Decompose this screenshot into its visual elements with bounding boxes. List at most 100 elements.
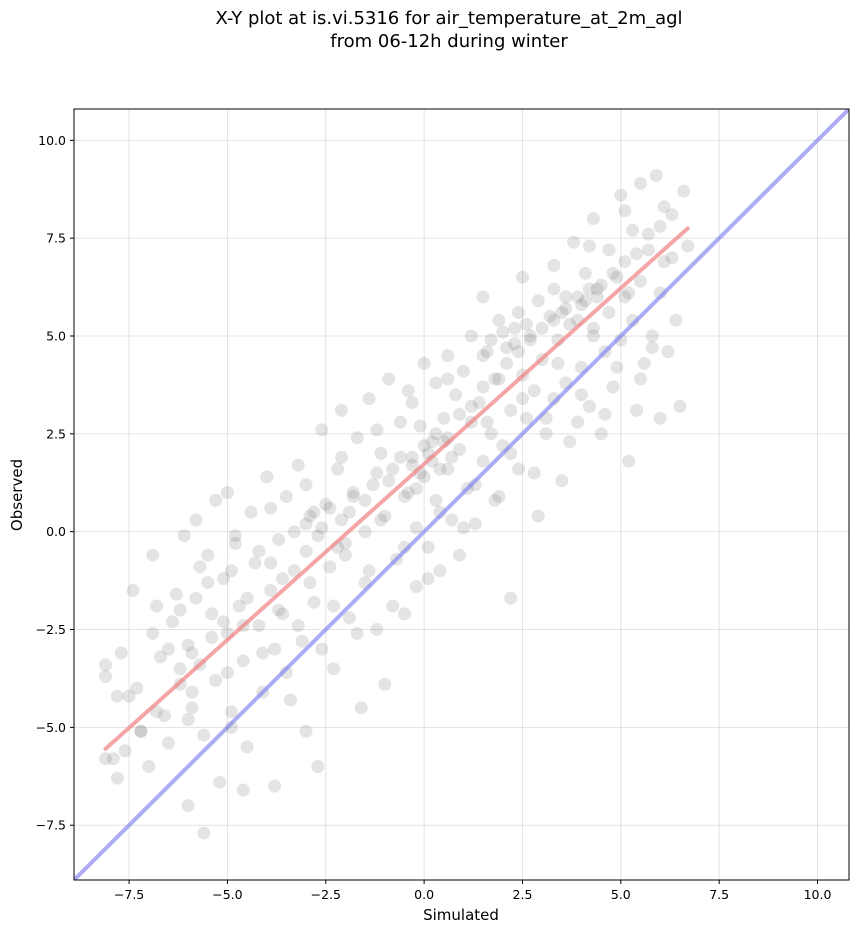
data-point: [610, 360, 624, 374]
data-point: [582, 399, 596, 413]
data-point: [134, 724, 148, 738]
data-point: [240, 591, 254, 605]
data-point: [378, 509, 392, 523]
data-point: [358, 525, 372, 539]
data-point: [445, 513, 459, 527]
reference-lines: [74, 109, 849, 880]
data-point: [228, 529, 242, 543]
data-point: [634, 274, 647, 288]
data-point: [331, 462, 345, 476]
data-point: [575, 298, 588, 312]
data-point: [464, 329, 478, 343]
data-point: [409, 482, 423, 496]
data-point: [614, 188, 628, 202]
x-tick-label: 0.0: [414, 887, 434, 902]
data-point: [99, 752, 112, 766]
data-point: [405, 396, 419, 409]
data-point: [512, 462, 525, 476]
data-point: [602, 306, 616, 319]
x-axis-label: Simulated: [423, 906, 499, 924]
data-point: [492, 313, 506, 327]
data-point: [582, 239, 596, 253]
data-point: [99, 670, 112, 683]
axis-ticks: −7.5 −5.0 −2.5 0.0 2.5 5.0 7.5 10.0 −7.5 −5.0 −2.5…: [36, 133, 832, 902]
data-point: [630, 403, 644, 417]
data-point: [217, 572, 230, 586]
data-point: [586, 329, 600, 343]
data-point: [480, 345, 494, 359]
data-point: [602, 243, 616, 257]
data-point: [299, 517, 313, 531]
data-point: [248, 556, 262, 570]
data-point: [335, 403, 348, 417]
data-point: [205, 630, 219, 644]
data-point: [228, 536, 242, 550]
data-point: [287, 525, 301, 539]
data-point: [488, 493, 502, 507]
data-point: [201, 576, 215, 590]
data-point: [453, 407, 466, 421]
data-point: [161, 642, 175, 656]
data-point: [193, 560, 207, 574]
data-point: [335, 450, 348, 464]
data-point: [291, 458, 305, 472]
data-point: [421, 540, 435, 554]
data-point: [594, 278, 608, 292]
y-tick-label: 2.5: [46, 426, 66, 441]
data-point: [622, 286, 636, 300]
data-point: [657, 200, 671, 214]
data-point: [311, 760, 325, 773]
data-point: [177, 529, 191, 543]
data-point: [508, 337, 522, 351]
data-point: [272, 533, 286, 546]
data-point: [610, 270, 624, 284]
data-point: [586, 321, 600, 335]
data-point: [645, 341, 659, 355]
x-tick-label: 5.0: [611, 887, 631, 902]
data-point: [327, 662, 341, 676]
data-point: [260, 470, 274, 484]
data-point: [618, 255, 632, 269]
data-point: [401, 384, 415, 398]
data-point: [236, 783, 250, 797]
data-point: [185, 685, 199, 699]
data-point: [523, 329, 537, 343]
data-point: [637, 356, 651, 370]
data-point: [512, 306, 525, 319]
data-point: [106, 752, 120, 766]
data-point: [181, 799, 195, 813]
y-tick-label: 0.0: [46, 524, 66, 539]
y-tick-label: 10.0: [38, 133, 66, 148]
x-tick-label: 2.5: [513, 887, 533, 902]
data-point: [342, 611, 356, 625]
data-point: [567, 235, 581, 249]
data-point: [126, 583, 140, 597]
data-point: [315, 521, 329, 535]
data-point: [476, 454, 490, 468]
data-points: [99, 169, 695, 840]
data-point: [161, 736, 175, 750]
data-point: [370, 466, 384, 480]
data-point: [382, 372, 396, 386]
data-point: [472, 396, 486, 409]
data-point: [445, 450, 459, 464]
data-point: [563, 435, 577, 449]
data-point: [276, 572, 289, 586]
data-point: [299, 478, 313, 492]
data-point: [209, 673, 223, 687]
data-point: [299, 724, 313, 738]
data-point: [437, 411, 451, 425]
data-point: [429, 427, 443, 441]
data-point: [653, 219, 667, 233]
data-point: [197, 728, 211, 742]
data-point: [362, 392, 376, 406]
data-point: [441, 349, 455, 363]
data-point: [409, 580, 423, 593]
data-point: [441, 462, 455, 476]
data-point: [645, 329, 659, 343]
data-point: [417, 356, 431, 370]
data-point: [185, 701, 199, 715]
data-point: [492, 372, 506, 386]
data-point: [500, 356, 514, 370]
